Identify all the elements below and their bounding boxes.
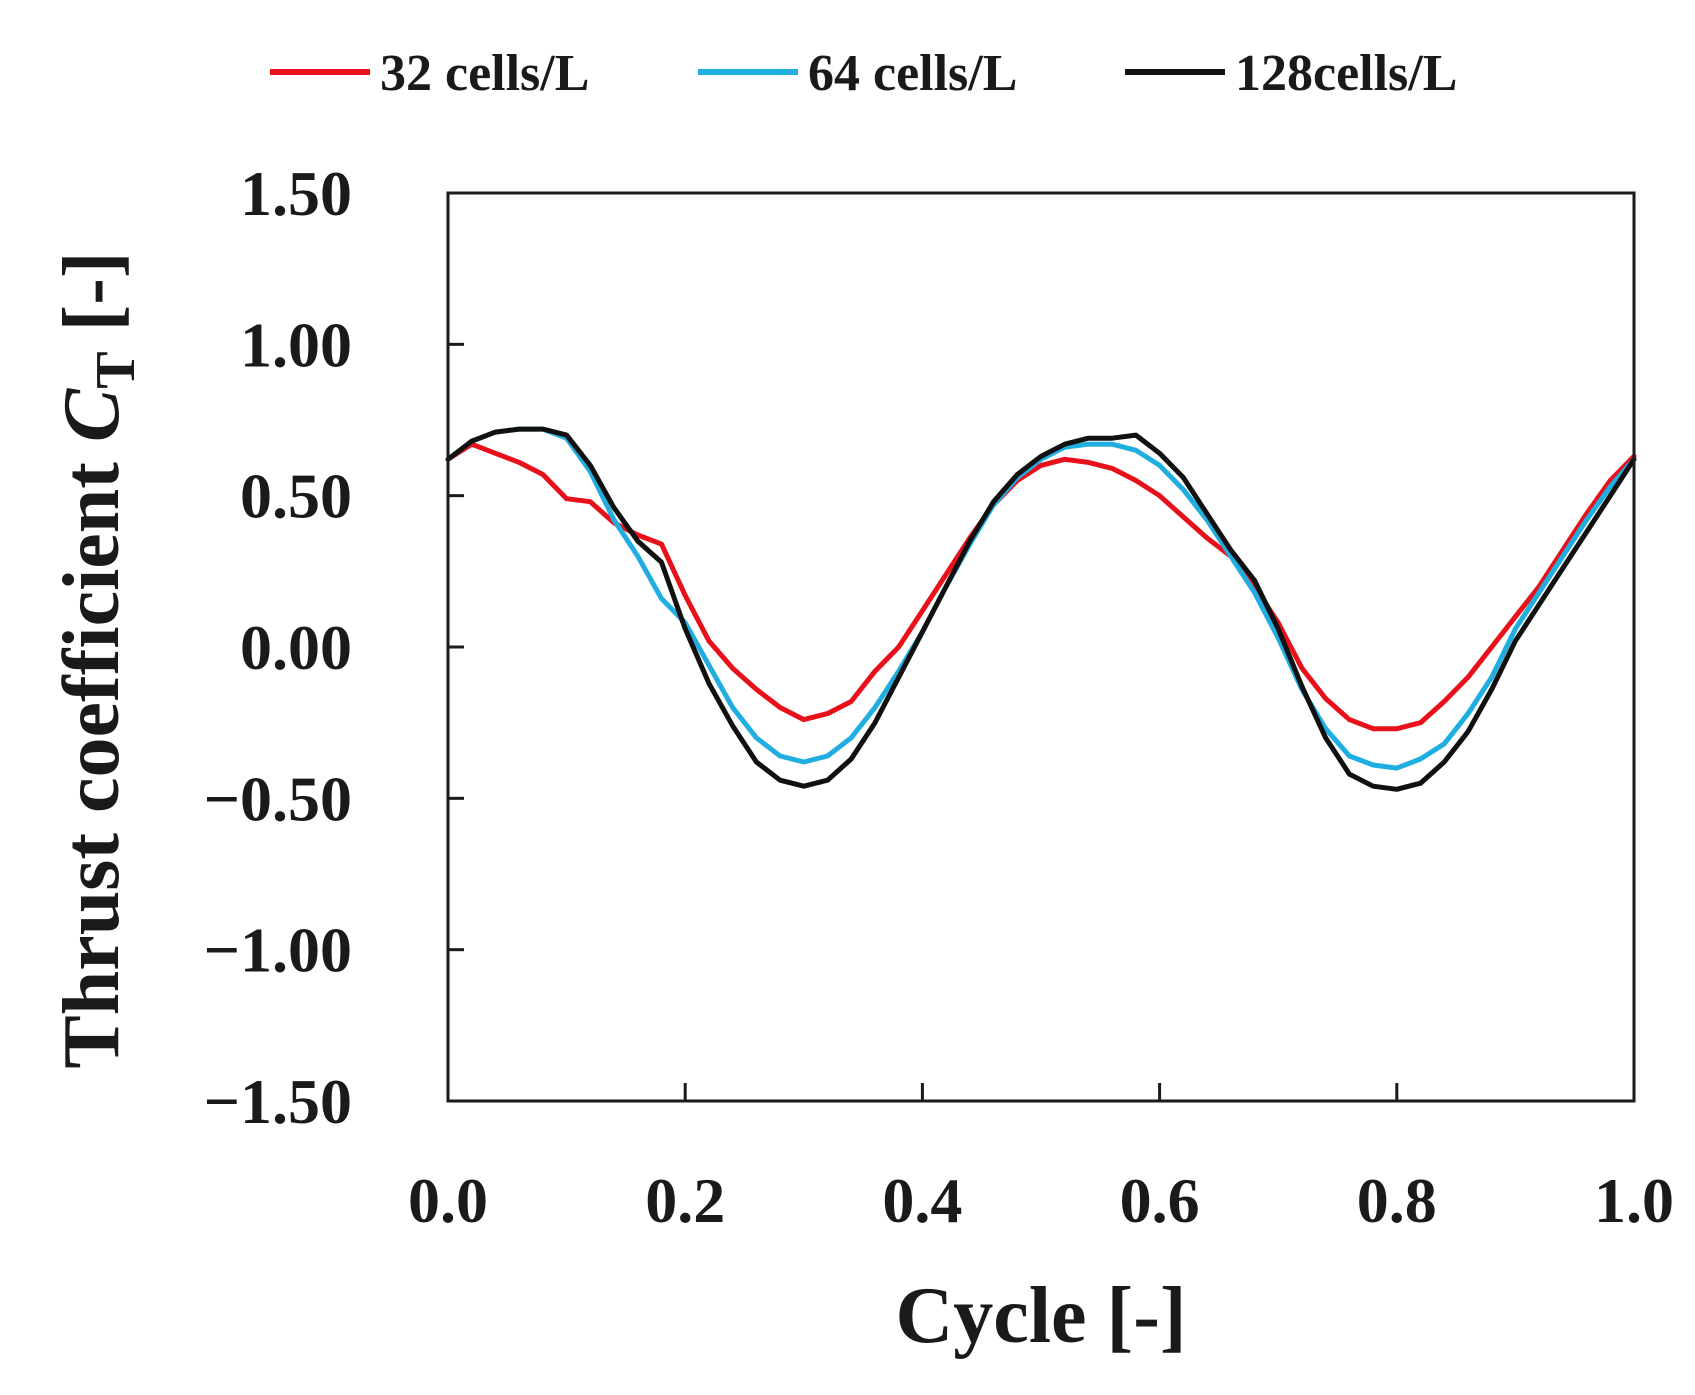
x-tick-label: 0.6 bbox=[1120, 1165, 1200, 1236]
x-tick-label: 0.8 bbox=[1357, 1165, 1437, 1236]
x-tick-label: 1.0 bbox=[1594, 1165, 1674, 1236]
series-layer bbox=[445, 426, 1637, 792]
y-axis-title-subscript: T bbox=[85, 351, 147, 388]
legend-label-64-cells: 64 cells/L bbox=[808, 45, 1017, 102]
y-tick-label: −1.50 bbox=[204, 1066, 352, 1137]
x-tick-label: 0.2 bbox=[645, 1165, 725, 1236]
x-tick-label: 0.4 bbox=[882, 1165, 962, 1236]
legend-label-128-cells: 128cells/L bbox=[1235, 45, 1457, 102]
x-axis-ticks: 0.0 0.2 0.4 0.6 0.8 1.0 bbox=[408, 1083, 1674, 1236]
y-tick-label: 0.00 bbox=[240, 612, 352, 683]
y-tick-label: 1.50 bbox=[240, 158, 352, 229]
y-tick-label: −1.00 bbox=[204, 915, 352, 986]
y-axis-title-unit: [-] bbox=[48, 251, 136, 351]
y-axis-title: Thrust coefficient CT [-] bbox=[48, 251, 147, 1068]
series-line-2 bbox=[445, 426, 1637, 792]
legend: 32 cells/L 64 cells/L 128cells/L bbox=[270, 45, 1457, 102]
y-axis-ticks: 1.50 1.00 0.50 0.00 −0.50 −1.00 −1.50 bbox=[204, 158, 464, 1137]
series-line-1 bbox=[445, 426, 1637, 771]
y-tick-label: 1.00 bbox=[240, 309, 352, 380]
x-tick-label: 0.0 bbox=[408, 1165, 488, 1236]
y-axis-title-main: Thrust coefficient bbox=[48, 442, 136, 1069]
plot-area-frame bbox=[446, 191, 1636, 1103]
x-axis-title: Cycle [-] bbox=[896, 1272, 1187, 1360]
legend-label-32-cells: 32 cells/L bbox=[380, 45, 589, 102]
y-tick-label: −0.50 bbox=[204, 763, 352, 834]
y-axis-title-symbol: C bbox=[48, 387, 136, 442]
series-line-0 bbox=[445, 441, 1637, 732]
y-tick-label: 0.50 bbox=[240, 461, 352, 532]
